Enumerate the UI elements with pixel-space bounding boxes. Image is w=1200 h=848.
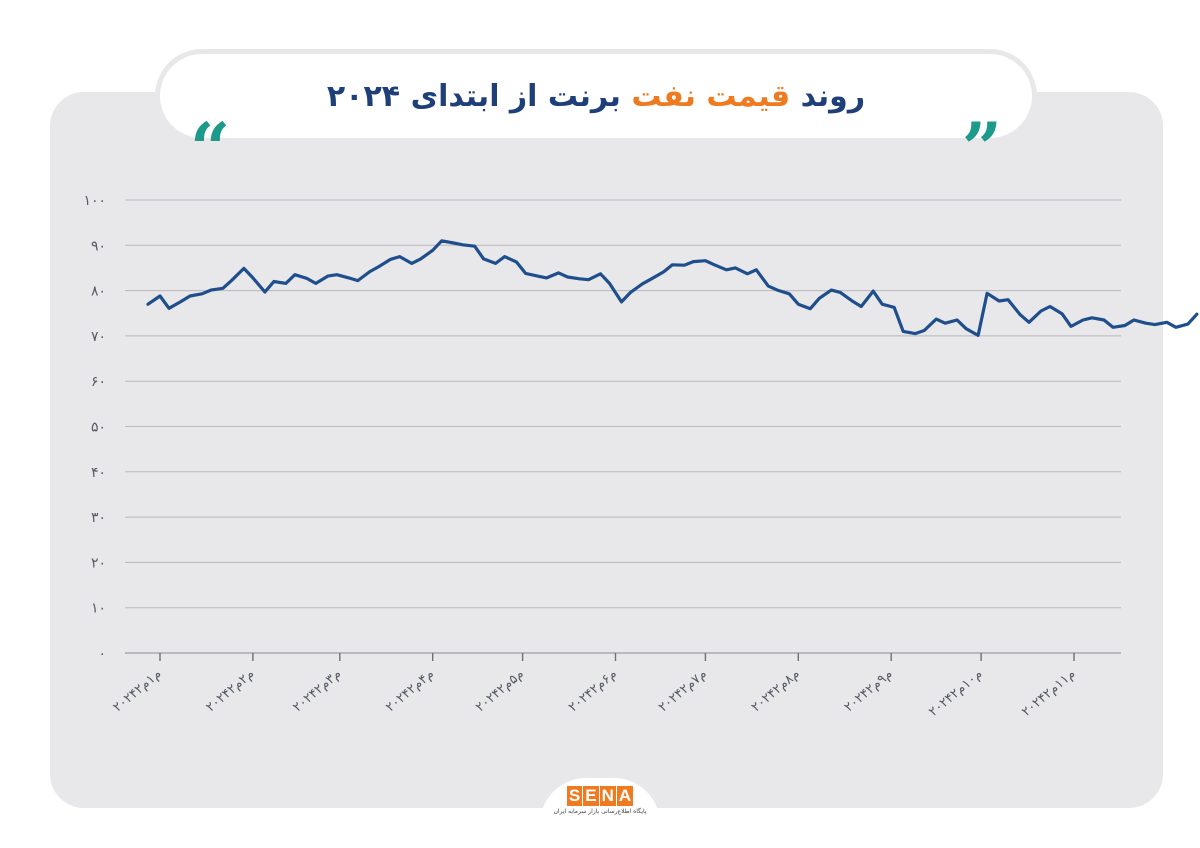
chart-card: [50, 92, 1163, 808]
logo-letter: N: [599, 786, 616, 806]
page-title: روند قیمت نفت برنت از ابتدای ۲۰۲۴: [327, 79, 865, 114]
x-tick-label: ۲۰۲۴م۴م۲: [383, 667, 437, 716]
x-tick-label: ۲۰۲۴م۳م۲: [290, 667, 344, 716]
right-quote-icon: ”: [961, 107, 1002, 190]
y-tick-label: ۱۰: [91, 601, 106, 617]
y-tick-label: ۰: [98, 646, 106, 662]
y-axis-ticks: ۰ ۱۰ ۲۰ ۳۰ ۴۰ ۵۰ ۶۰ ۷۰ ۸۰ ۹۰ ۱۰۰: [83, 193, 106, 662]
x-tick-label: ۲۰۲۴م۱۱م۲: [1019, 667, 1078, 720]
logo-tagline: پایگاه اطلاع‌رسانی بازار سرمایه ایران: [553, 808, 647, 815]
sena-logo: S E N A پایگاه اطلاع‌رسانی بازار سرمایه …: [540, 778, 660, 824]
x-tick-label: ۲۰۲۴م۸م۲: [749, 667, 803, 716]
y-tick-label: ۳۰: [91, 510, 106, 526]
logo-letter: S: [566, 786, 583, 806]
y-tick-label: ۴۰: [91, 465, 106, 481]
title-accent: قیمت نفت: [631, 78, 791, 114]
y-tick-label: ۵۰: [91, 420, 106, 436]
x-tick-label: ۲۰۲۴م۶م۲: [566, 667, 620, 716]
title-part-1: روند: [790, 78, 866, 114]
x-tick-label: ۲۰۲۴م۵م۲: [473, 667, 527, 716]
x-axis-ticks: ۲۰۲۴م۱م۲ ۲۰۲۴م۲م۲ ۲۰۲۴م۳م۲ ۲۰۲۴م۴م۲ ۲۰۲۴م۵م۲…: [110, 653, 1079, 720]
y-tick-label: ۲۰: [91, 555, 106, 571]
x-tick-label: ۲۰۲۴م۱۰م۲: [926, 667, 985, 720]
brent-price-line: [146, 239, 1199, 337]
title-part-2: برنت از ابتدای ۲۰۲۴: [326, 78, 632, 114]
logo-letter: A: [616, 786, 634, 806]
grid-lines: [125, 199, 1121, 654]
x-tick-label: ۲۰۲۴م۱م۲: [110, 667, 164, 716]
y-tick-label: ۱۰۰: [83, 193, 106, 209]
x-tick-label: ۲۰۲۴م۹م۲: [842, 667, 896, 716]
logo-letter: E: [583, 786, 599, 806]
y-tick-label: ۶۰: [91, 374, 106, 390]
logo-word: S E N A: [566, 786, 634, 806]
y-tick-label: ۹۰: [91, 238, 106, 254]
x-tick-label: ۲۰۲۴م۷م۲: [656, 667, 710, 716]
y-tick-label: ۸۰: [91, 284, 106, 300]
series-layer: [146, 239, 1199, 337]
left-quote-icon: “: [190, 107, 231, 190]
x-tick-label: ۲۰۲۴م۲م۲: [203, 667, 257, 716]
title-pill: “ روند قیمت نفت برنت از ابتدای ۲۰۲۴ ”: [160, 54, 1032, 184]
y-tick-label: ۷۰: [91, 329, 106, 345]
